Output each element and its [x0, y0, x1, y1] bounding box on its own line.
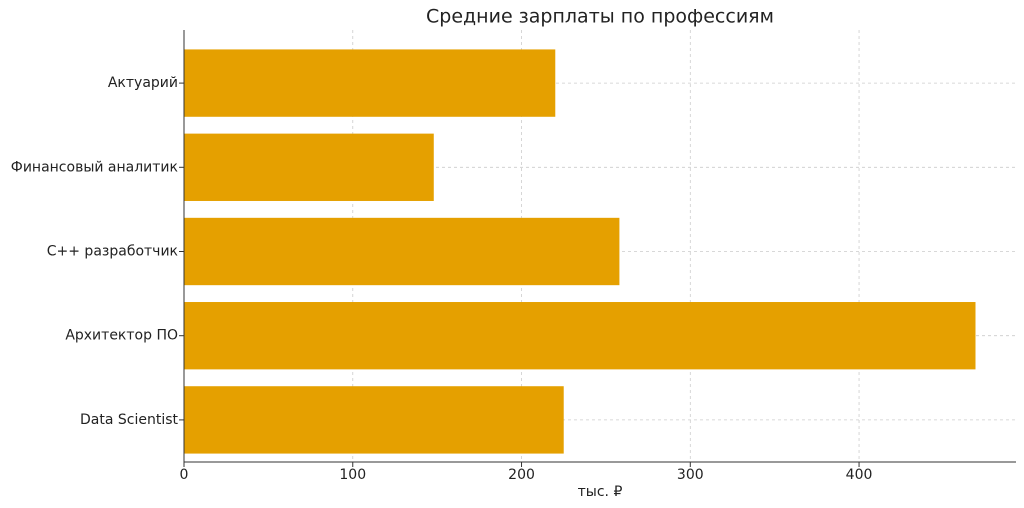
x-tick-label: 0 — [180, 467, 189, 483]
chart-title: Средние зарплаты по профессиям — [426, 6, 774, 28]
x-tick-label: 300 — [677, 467, 704, 483]
y-tick-label: Финансовый аналитик — [11, 159, 178, 175]
x-tick-label: 400 — [846, 467, 873, 483]
x-tick-label: 100 — [339, 467, 366, 483]
y-tick-label: Актуарий — [108, 75, 178, 91]
bar — [184, 302, 976, 370]
bar — [184, 386, 564, 454]
y-tick-label: Архитектор ПО — [65, 328, 178, 344]
x-axis-label: тыс. ₽ — [578, 484, 623, 500]
bar — [184, 217, 620, 286]
y-tick-label: Data Scientist — [80, 412, 179, 428]
x-tick-label: 200 — [508, 467, 535, 483]
bar — [184, 49, 556, 117]
y-tick-label: C++ разработчик — [47, 244, 178, 260]
bar — [184, 133, 434, 201]
